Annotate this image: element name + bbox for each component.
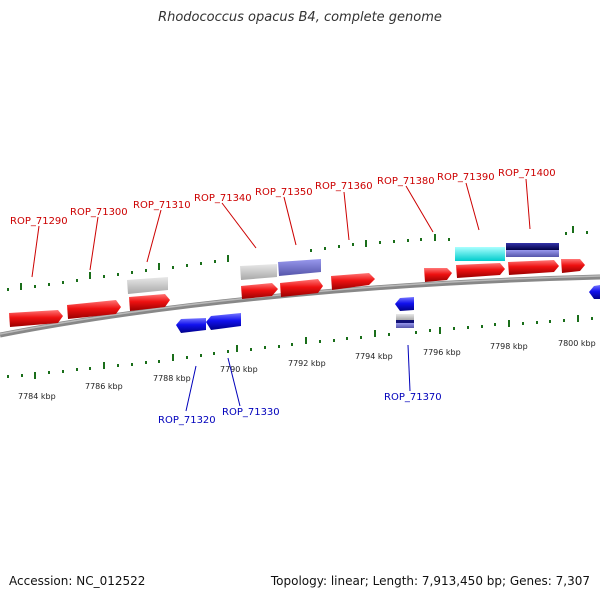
feature-blocks[interactable] [127, 243, 559, 294]
gray-feature-block[interactable] [396, 314, 414, 320]
navy-feature-block[interactable] [396, 320, 414, 323]
gene-arrow-forward[interactable] [129, 294, 170, 311]
gene-label-forward[interactable]: ROP_71290 [10, 216, 68, 227]
cyan-feature-block[interactable] [455, 247, 505, 261]
purple-feature-block[interactable] [278, 259, 321, 276]
gene-label-forward[interactable]: ROP_71400 [498, 168, 556, 179]
gene-arrow-reverse[interactable] [589, 285, 600, 299]
gene-arrow-reverse[interactable] [395, 297, 414, 311]
forward-gene-label-text: ROP_71290 ROP_71300 ROP_71310 ROP_71340 … [10, 168, 556, 227]
scale-label: 7790 kbp [220, 365, 258, 374]
scale-label: 7800 kbp [558, 339, 596, 348]
gene-arrow-forward[interactable] [67, 300, 121, 319]
scale-label: 7796 kbp [423, 348, 461, 357]
gene-arrow-forward[interactable] [241, 283, 278, 299]
scale-label: 7794 kbp [355, 352, 393, 361]
gene-label-reverse[interactable]: ROP_71370 [384, 392, 442, 403]
gene-arrow-forward[interactable] [456, 263, 505, 278]
gene-arrow-forward[interactable] [508, 260, 559, 275]
genome-title: Rhodococcus opacus B4, complete genome [158, 10, 442, 25]
gene-label-reverse[interactable]: ROP_71320 [158, 415, 216, 426]
scale-label: 7786 kbp [85, 382, 123, 391]
reverse-gene-labels [185, 344, 411, 412]
reverse-gene-arrows[interactable] [176, 285, 600, 333]
scale-labels: 7784 kbp 7786 kbp 7788 kbp 7790 kbp 7792… [18, 339, 596, 401]
gray-feature-block[interactable] [127, 277, 168, 294]
navy-feature-block[interactable] [506, 243, 559, 250]
gene-label-forward[interactable]: ROP_71300 [70, 207, 128, 218]
reverse-gene-label-text: ROP_71320 ROP_71330 ROP_71370 [158, 392, 442, 426]
purple-feature-block[interactable] [506, 250, 559, 257]
gray-feature-block[interactable] [240, 264, 277, 280]
scale-label: 7798 kbp [490, 342, 528, 351]
gene-label-forward[interactable]: ROP_71310 [133, 200, 191, 211]
gene-arrow-reverse[interactable] [206, 313, 241, 330]
gene-arrow-forward[interactable] [561, 259, 585, 273]
gene-label-forward[interactable]: ROP_71360 [315, 181, 373, 192]
forward-gene-arrows[interactable] [9, 259, 585, 327]
scale-label: 7784 kbp [18, 392, 56, 401]
purple-feature-block[interactable] [396, 323, 414, 328]
accession-label: Accession: NC_012522 [9, 574, 146, 588]
genome-summary: Topology: linear; Length: 7,913,450 bp; … [270, 574, 590, 588]
forward-gene-labels [31, 178, 531, 278]
scale-label: 7788 kbp [153, 374, 191, 383]
gene-arrow-reverse[interactable] [176, 318, 206, 333]
gene-label-forward[interactable]: ROP_71340 [194, 193, 252, 204]
gene-label-reverse[interactable]: ROP_71330 [222, 407, 280, 418]
gene-label-forward[interactable]: ROP_71380 [377, 176, 435, 187]
gene-label-forward[interactable]: ROP_71390 [437, 172, 495, 183]
reverse-ruler [7, 315, 593, 379]
scale-label: 7792 kbp [288, 359, 326, 368]
forward-ruler [7, 226, 588, 291]
gene-arrow-forward[interactable] [280, 279, 323, 297]
gene-label-forward[interactable]: ROP_71350 [255, 187, 313, 198]
gene-arrow-forward[interactable] [9, 310, 63, 327]
gene-arrow-forward[interactable] [331, 273, 375, 290]
gene-arrow-forward[interactable] [424, 268, 452, 282]
